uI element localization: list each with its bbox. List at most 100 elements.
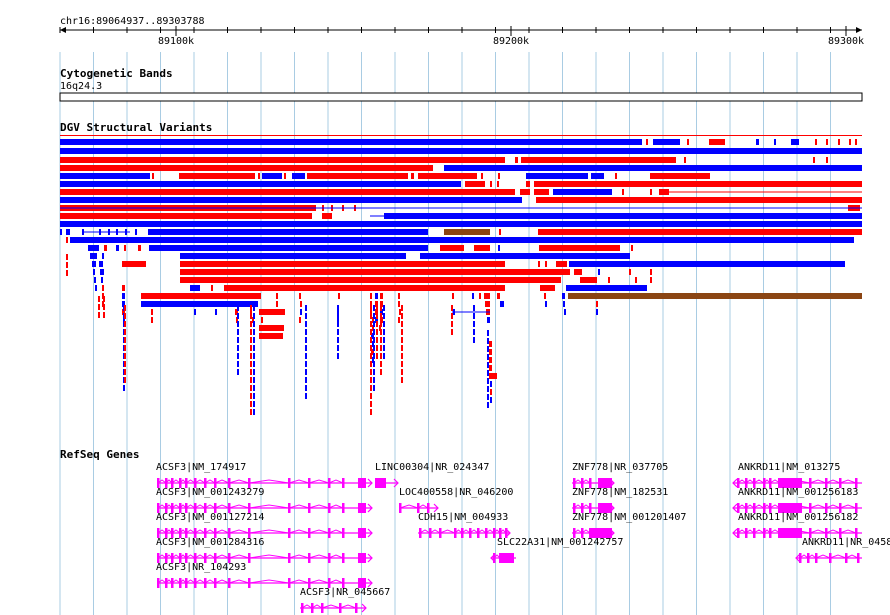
structural-variant[interactable] — [276, 293, 278, 299]
structural-variant[interactable] — [615, 173, 617, 179]
structural-variant[interactable] — [376, 345, 378, 351]
structural-variant[interactable] — [383, 337, 385, 343]
structural-variant[interactable] — [401, 305, 403, 311]
structural-variant[interactable] — [487, 370, 489, 376]
structural-variant[interactable] — [370, 401, 372, 407]
gene-feature[interactable]: ZNF778|NM_001201407 — [572, 512, 686, 538]
structural-variant[interactable] — [375, 301, 378, 307]
structural-variant[interactable] — [383, 329, 385, 335]
structural-variant[interactable] — [791, 139, 799, 145]
structural-variant[interactable] — [580, 277, 597, 283]
structural-variant[interactable] — [224, 285, 505, 291]
structural-variant[interactable] — [60, 189, 515, 195]
structural-variant[interactable] — [465, 181, 485, 187]
structural-variant[interactable] — [370, 313, 372, 319]
structural-variant[interactable] — [598, 269, 600, 275]
structural-variant[interactable] — [487, 317, 490, 323]
structural-variant[interactable] — [337, 317, 339, 323]
gene-feature[interactable]: LINC00304|NR_024347 — [375, 462, 489, 488]
structural-variant[interactable] — [373, 377, 375, 383]
structural-variant[interactable] — [487, 362, 489, 368]
structural-variant[interactable] — [299, 317, 301, 323]
structural-variant[interactable] — [250, 329, 252, 335]
structural-variant[interactable] — [215, 309, 217, 315]
structural-variant[interactable] — [138, 245, 141, 251]
structural-variant[interactable] — [100, 269, 104, 275]
structural-variant[interactable] — [650, 173, 710, 179]
structural-variant[interactable] — [373, 329, 375, 335]
structural-variant[interactable] — [401, 321, 403, 327]
structural-variant[interactable] — [756, 139, 759, 145]
structural-variant[interactable] — [305, 393, 307, 399]
structural-variant[interactable] — [250, 309, 252, 315]
structural-variant[interactable] — [190, 285, 200, 291]
structural-variant[interactable] — [141, 293, 261, 299]
structural-variant[interactable] — [687, 139, 689, 145]
structural-variant[interactable] — [497, 293, 500, 299]
structural-variant[interactable] — [398, 293, 400, 299]
structural-variant[interactable] — [521, 157, 676, 163]
structural-variant[interactable] — [490, 381, 492, 387]
structural-variant[interactable] — [489, 373, 497, 379]
structural-variant[interactable] — [66, 262, 68, 268]
structural-variant[interactable] — [116, 245, 119, 251]
structural-variant[interactable] — [253, 353, 255, 359]
structural-variant[interactable] — [489, 349, 492, 355]
structural-variant[interactable] — [305, 313, 307, 319]
structural-variant[interactable] — [123, 317, 125, 323]
structural-variant[interactable] — [305, 345, 307, 351]
structural-variant[interactable] — [338, 293, 340, 299]
coordinate-ruler[interactable]: chr16:89064937..89303788 89100k 89200k 8… — [59, 16, 864, 47]
structural-variant[interactable] — [553, 189, 612, 195]
structural-variant[interactable] — [60, 229, 62, 235]
structural-variant[interactable] — [250, 393, 252, 399]
structural-variant[interactable] — [398, 317, 400, 323]
gene-feature[interactable]: CDH15|NM_004933 — [418, 512, 511, 538]
structural-variant[interactable] — [489, 341, 492, 347]
structural-variant[interactable] — [538, 229, 862, 235]
structural-variant[interactable] — [375, 293, 378, 299]
structural-variant[interactable] — [284, 173, 286, 179]
structural-variant[interactable] — [489, 357, 492, 363]
structural-variant[interactable] — [253, 313, 255, 319]
structural-variant[interactable] — [124, 361, 126, 367]
structural-variant[interactable] — [526, 173, 588, 179]
structural-variant[interactable] — [372, 317, 374, 323]
structural-variant[interactable] — [370, 321, 372, 327]
structural-variant[interactable] — [370, 385, 372, 391]
structural-variant[interactable] — [60, 139, 642, 145]
structural-variant[interactable] — [236, 317, 238, 323]
structural-variant[interactable] — [534, 181, 862, 187]
structural-variant[interactable] — [375, 309, 378, 315]
structural-variant[interactable] — [70, 237, 854, 243]
structural-variant[interactable] — [102, 253, 104, 259]
structural-variant[interactable] — [373, 369, 375, 375]
structural-variant[interactable] — [451, 305, 453, 311]
structural-variant[interactable] — [489, 365, 492, 371]
structural-variant[interactable] — [536, 197, 862, 203]
gene-feature[interactable]: ANKRD11|NM_001256183 — [732, 487, 862, 513]
structural-variant[interactable] — [148, 229, 428, 235]
structural-variant[interactable] — [60, 148, 862, 154]
structural-variant[interactable] — [370, 369, 372, 375]
structural-variant[interactable] — [487, 338, 489, 344]
structural-variant[interactable] — [473, 313, 475, 319]
structural-variant[interactable] — [481, 173, 483, 179]
structural-variant[interactable] — [473, 305, 475, 311]
structural-variant[interactable] — [444, 229, 490, 235]
structural-variant[interactable] — [237, 305, 239, 311]
structural-variant[interactable] — [250, 321, 252, 327]
gene-feature[interactable]: ACSF3|NM_001243279 — [156, 487, 373, 513]
structural-variant[interactable] — [149, 245, 428, 251]
structural-variant[interactable] — [299, 293, 301, 299]
structural-variant[interactable] — [383, 313, 385, 319]
structural-variant[interactable] — [709, 139, 725, 145]
structural-variant[interactable] — [66, 237, 68, 243]
gene-feature[interactable]: ANKRD11|NM_001256182 — [732, 512, 862, 538]
structural-variant[interactable] — [250, 337, 252, 343]
structural-variant[interactable] — [94, 277, 96, 283]
structural-variant[interactable] — [253, 329, 255, 335]
structural-variant[interactable] — [253, 369, 255, 375]
structural-variant[interactable] — [124, 313, 126, 319]
structural-variant[interactable] — [370, 409, 372, 415]
